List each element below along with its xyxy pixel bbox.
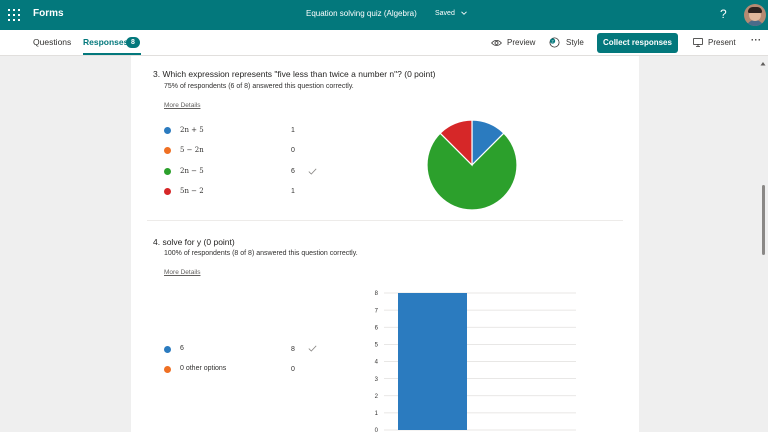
legend-dot xyxy=(164,346,171,353)
app-name[interactable]: Forms xyxy=(33,8,64,19)
correct-check-icon xyxy=(308,168,317,175)
option-count: 0 xyxy=(291,366,295,373)
y-tick-label: 5 xyxy=(375,343,379,349)
collect-responses-button[interactable]: Collect responses xyxy=(597,33,678,53)
legend-dot xyxy=(164,366,171,373)
question-3-summary: 75% of respondents (6 of 8) answered thi… xyxy=(164,83,354,90)
question-divider xyxy=(147,220,623,221)
correct-check-icon xyxy=(308,345,317,352)
save-status: Saved xyxy=(435,10,455,17)
y-tick-label: 1 xyxy=(375,411,379,417)
active-tab-indicator xyxy=(83,53,141,55)
chevron-down-icon[interactable] xyxy=(460,9,468,17)
style-button[interactable]: Style xyxy=(566,38,584,47)
responses-count-badge: 8 xyxy=(126,37,140,48)
scrollbar-thumb[interactable] xyxy=(762,185,765,255)
y-tick-label: 8 xyxy=(375,291,379,297)
document-title[interactable]: Equation solving quiz (Algebra) xyxy=(306,9,417,18)
responses-card xyxy=(131,56,639,432)
option-count: 6 xyxy=(291,168,295,175)
style-badge: 2 xyxy=(552,40,554,44)
app-header: Forms Equation solving quiz (Algebra) Sa… xyxy=(0,0,768,30)
toolbar: Questions Responses 8 Preview 2 Style Co… xyxy=(0,30,768,56)
y-tick-label: 4 xyxy=(375,360,379,366)
option-label: 5 − 2n xyxy=(180,146,204,154)
option-count: 1 xyxy=(291,188,295,195)
app-launcher-icon[interactable] xyxy=(8,9,20,21)
y-tick-label: 7 xyxy=(375,308,379,314)
eye-icon xyxy=(491,40,502,46)
option-label: 2n − 5 xyxy=(180,167,204,175)
legend-dot xyxy=(164,188,171,195)
option-label: 5n − 2 xyxy=(180,187,204,195)
help-icon[interactable]: ? xyxy=(720,7,727,21)
palette-icon: 2 xyxy=(549,37,560,48)
legend-dot xyxy=(164,127,171,134)
option-count: 1 xyxy=(291,127,295,134)
option-label: 6 xyxy=(180,345,184,352)
y-tick-label: 6 xyxy=(375,325,379,331)
scroll-up-arrow-icon[interactable] xyxy=(760,61,766,66)
avatar[interactable] xyxy=(744,4,766,26)
pie-slice xyxy=(439,119,473,167)
option-label: 0 other options xyxy=(180,365,227,372)
question-3-pie-chart xyxy=(426,119,518,211)
pie-slice xyxy=(426,132,518,211)
preview-button[interactable]: Preview xyxy=(507,38,536,47)
option-count: 8 xyxy=(291,346,295,353)
question-4-bar-chart: 0 1 2 3 4 5 6 7 8 xyxy=(375,291,576,432)
present-button[interactable]: Present xyxy=(708,38,736,47)
question-4-title: 4. solve for y (0 point) xyxy=(153,237,235,247)
y-tick-label: 2 xyxy=(375,394,379,400)
legend-dot xyxy=(164,168,171,175)
tab-questions[interactable]: Questions xyxy=(33,37,72,47)
question-3-more-details-link[interactable]: More Details xyxy=(164,102,201,109)
question-3-title: 3. Which expression represents "five les… xyxy=(153,69,436,79)
question-4-more-details-link[interactable]: More Details xyxy=(164,269,201,276)
present-icon xyxy=(693,38,703,47)
y-tick-label: 3 xyxy=(375,377,379,383)
option-label: 2n + 5 xyxy=(180,126,204,134)
question-4-summary: 100% of respondents (8 of 8) answered th… xyxy=(164,250,358,257)
legend-dot xyxy=(164,147,171,154)
bar xyxy=(398,293,467,430)
y-tick-label: 0 xyxy=(375,428,379,432)
tab-responses[interactable]: Responses xyxy=(83,37,129,47)
option-count: 0 xyxy=(291,147,295,154)
more-options-icon[interactable]: ··· xyxy=(751,35,762,45)
